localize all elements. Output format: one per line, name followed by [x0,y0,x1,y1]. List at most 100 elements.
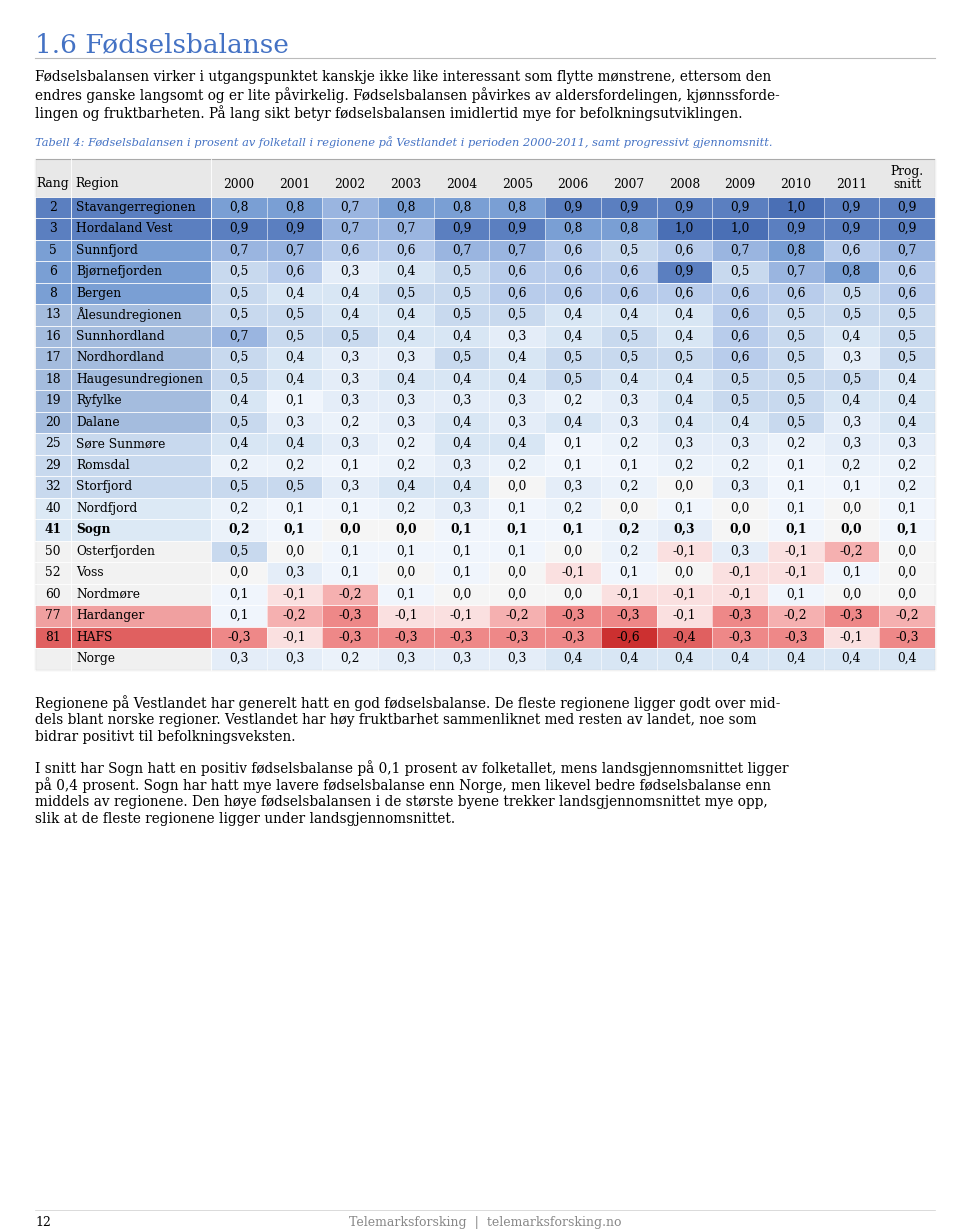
Bar [35,159,935,669]
Text: 0,8: 0,8 [564,223,583,235]
Bar [267,497,323,519]
Bar [768,412,824,433]
Bar [657,476,712,497]
Text: 0,3: 0,3 [508,330,527,343]
Text: 0,0: 0,0 [675,566,694,579]
Text: dels blant norske regioner. Vestlandet har høy fruktbarhet sammenliknet med rest: dels blant norske regioner. Vestlandet h… [35,713,756,727]
Bar [879,390,935,412]
Text: 0,4: 0,4 [396,480,416,493]
Bar [323,626,378,648]
Bar [35,218,935,240]
Text: 0,0: 0,0 [841,523,862,536]
Bar [490,369,545,390]
Text: 0,0: 0,0 [564,545,583,557]
Text: 0,5: 0,5 [452,266,471,278]
Bar [71,626,211,648]
Text: 0,3: 0,3 [619,416,638,429]
Text: 18: 18 [45,373,60,386]
Bar [211,369,267,390]
Bar [601,540,657,562]
Text: 0,4: 0,4 [675,652,694,665]
Text: 0,2: 0,2 [285,459,304,472]
Text: 0,0: 0,0 [898,588,917,600]
Text: 2006: 2006 [558,177,588,191]
Text: 0,9: 0,9 [731,200,750,214]
Text: 0,5: 0,5 [564,352,583,364]
Bar [35,326,935,347]
Bar [323,326,378,347]
Bar [601,626,657,648]
Bar [434,648,490,669]
Text: 0,4: 0,4 [842,652,861,665]
Text: I snitt har Sogn hatt en positiv fødselsbalanse på 0,1 prosent av folketallet, m: I snitt har Sogn hatt en positiv fødsels… [35,760,788,776]
Text: 41: 41 [44,523,61,536]
Bar [712,240,768,261]
Bar [211,433,267,455]
Text: 0,1: 0,1 [285,395,304,407]
Text: 0,1: 0,1 [396,545,416,557]
Bar [768,562,824,583]
Text: 0,5: 0,5 [731,395,750,407]
Bar [434,261,490,283]
Bar [545,540,601,562]
Bar [323,540,378,562]
Bar [35,240,935,261]
Bar [378,540,434,562]
Text: 0,4: 0,4 [508,437,527,450]
Bar [712,283,768,304]
Text: 0,1: 0,1 [898,502,917,514]
Text: 0,5: 0,5 [619,352,638,364]
Bar [267,433,323,455]
Text: 1,0: 1,0 [731,223,750,235]
Text: Sunnhordland: Sunnhordland [76,330,164,343]
Text: 0,1: 0,1 [897,523,918,536]
Text: HAFS: HAFS [76,631,112,643]
Text: Bjørnefjorden: Bjørnefjorden [76,266,162,278]
Bar [712,455,768,476]
Text: 0,1: 0,1 [564,459,583,472]
Text: -0,1: -0,1 [673,588,696,600]
Bar [323,347,378,369]
Bar [211,283,267,304]
Bar [35,412,71,433]
Bar [71,261,211,283]
Bar [71,455,211,476]
Text: Norge: Norge [76,652,115,665]
Text: 0,7: 0,7 [285,244,304,257]
Text: 0,3: 0,3 [341,437,360,450]
Bar [434,562,490,583]
Text: 0,6: 0,6 [564,244,583,257]
Bar [267,583,323,605]
Text: 0,1: 0,1 [341,545,360,557]
Text: endres ganske langsomt og er lite påvirkelig. Fødselsbalansen påvirkes av alders: endres ganske langsomt og er lite påvirk… [35,87,780,103]
Text: 0,3: 0,3 [619,395,638,407]
Text: 0,1: 0,1 [563,523,584,536]
Text: 0,5: 0,5 [396,287,416,300]
Bar [601,476,657,497]
Text: 0,3: 0,3 [842,416,861,429]
Text: 0,5: 0,5 [285,309,304,321]
Text: 0,4: 0,4 [341,287,360,300]
Text: 0,1: 0,1 [508,545,527,557]
Bar [768,347,824,369]
Bar [267,347,323,369]
Bar [545,519,601,540]
Bar [490,583,545,605]
Text: 0,5: 0,5 [842,373,861,386]
Bar [824,197,879,218]
Bar [211,497,267,519]
Text: 2: 2 [49,200,57,214]
Text: -0,3: -0,3 [562,631,585,643]
Text: 0,4: 0,4 [675,373,694,386]
Text: Ryfylke: Ryfylke [76,395,122,407]
Text: 0,5: 0,5 [675,352,694,364]
Bar [768,648,824,669]
Bar [267,326,323,347]
Text: 0,4: 0,4 [619,309,638,321]
Bar [378,218,434,240]
Bar [267,626,323,648]
Bar [267,197,323,218]
Text: 0,4: 0,4 [731,416,750,429]
Text: 0,5: 0,5 [786,330,805,343]
Bar [378,605,434,626]
